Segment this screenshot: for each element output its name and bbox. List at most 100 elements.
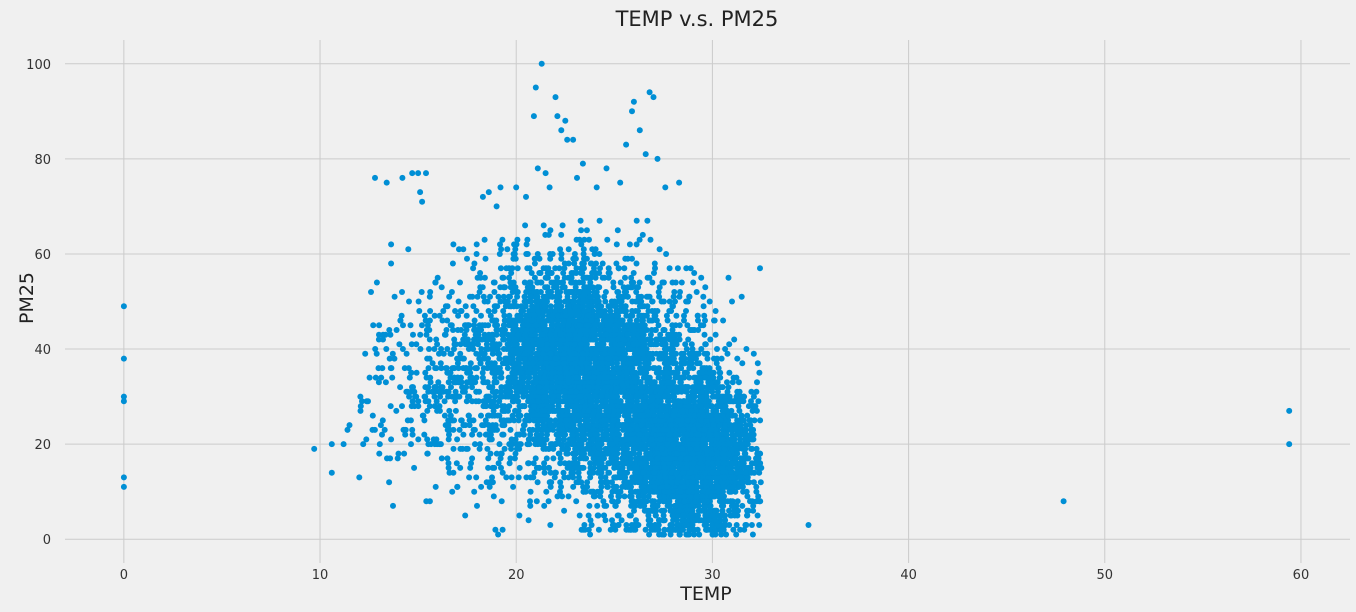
data-point bbox=[710, 460, 717, 467]
data-point bbox=[748, 426, 755, 433]
data-point bbox=[576, 512, 583, 519]
data-point bbox=[523, 241, 530, 248]
data-point bbox=[534, 479, 541, 486]
data-point bbox=[715, 488, 722, 495]
data-point bbox=[477, 270, 484, 276]
data-point bbox=[431, 346, 438, 352]
data-point bbox=[552, 293, 559, 300]
data-point bbox=[592, 298, 598, 305]
data-point bbox=[527, 431, 534, 438]
data-point bbox=[507, 384, 514, 391]
data-point bbox=[549, 251, 556, 257]
data-point bbox=[556, 265, 563, 272]
data-point bbox=[661, 526, 668, 533]
data-point bbox=[698, 507, 705, 514]
data-point bbox=[756, 460, 763, 467]
data-point bbox=[577, 422, 584, 429]
data-point bbox=[560, 469, 567, 476]
data-point bbox=[569, 441, 576, 448]
data-point bbox=[531, 274, 538, 281]
data-point bbox=[495, 350, 501, 357]
data-point bbox=[739, 441, 745, 448]
data-point bbox=[487, 312, 494, 319]
data-point bbox=[745, 464, 752, 471]
data-point bbox=[470, 265, 477, 272]
data-point bbox=[525, 460, 532, 467]
data-point bbox=[556, 341, 563, 348]
data-point bbox=[709, 522, 716, 528]
data-point bbox=[549, 341, 556, 348]
data-point bbox=[633, 217, 640, 224]
data-point bbox=[564, 336, 571, 343]
data-point bbox=[522, 331, 528, 338]
data-point bbox=[562, 298, 569, 305]
data-point bbox=[583, 227, 590, 234]
data-point bbox=[739, 479, 746, 486]
data-point bbox=[546, 417, 553, 424]
data-point bbox=[666, 298, 673, 305]
data-point bbox=[720, 412, 727, 419]
data-point bbox=[528, 355, 535, 362]
data-point bbox=[530, 436, 537, 443]
data-point bbox=[572, 279, 579, 286]
data-point bbox=[706, 431, 713, 438]
data-point bbox=[689, 507, 696, 514]
data-point bbox=[541, 303, 548, 310]
data-point bbox=[721, 422, 728, 429]
data-point bbox=[615, 265, 622, 272]
data-point bbox=[674, 498, 681, 505]
data-point bbox=[441, 412, 448, 419]
data-point bbox=[477, 360, 484, 367]
data-point bbox=[624, 469, 631, 476]
data-point bbox=[581, 284, 588, 291]
data-points bbox=[120, 60, 1293, 538]
data-point bbox=[683, 522, 690, 528]
data-point bbox=[698, 393, 705, 400]
data-point bbox=[487, 293, 493, 300]
data-point bbox=[489, 350, 496, 357]
data-point bbox=[646, 483, 653, 490]
data-point bbox=[685, 488, 692, 495]
data-point bbox=[540, 312, 547, 319]
data-point bbox=[537, 412, 543, 419]
data-point bbox=[712, 474, 718, 481]
data-point bbox=[573, 270, 580, 276]
data-point bbox=[694, 464, 701, 471]
data-point bbox=[520, 422, 527, 429]
data-point bbox=[532, 379, 539, 386]
data-point bbox=[689, 346, 696, 352]
data-point bbox=[719, 488, 726, 495]
data-point bbox=[691, 398, 698, 405]
data-point bbox=[587, 531, 594, 538]
data-point bbox=[750, 479, 757, 486]
data-point bbox=[686, 374, 693, 381]
data-point bbox=[647, 336, 654, 343]
data-point bbox=[541, 393, 548, 400]
data-point bbox=[720, 455, 727, 462]
data-point bbox=[528, 407, 535, 414]
data-point bbox=[620, 426, 626, 433]
data-point bbox=[509, 289, 516, 295]
data-point bbox=[726, 422, 733, 429]
data-point bbox=[605, 460, 612, 467]
data-point bbox=[745, 455, 752, 462]
data-point bbox=[555, 298, 562, 305]
data-point bbox=[487, 450, 494, 457]
data-point bbox=[543, 355, 550, 362]
data-point bbox=[698, 417, 705, 424]
data-point bbox=[737, 422, 744, 429]
data-point bbox=[750, 507, 757, 514]
data-point bbox=[728, 407, 735, 414]
data-point bbox=[599, 336, 606, 343]
data-point bbox=[680, 469, 686, 476]
data-point bbox=[726, 507, 733, 514]
data-point bbox=[580, 303, 587, 310]
data-point bbox=[500, 331, 507, 338]
data-point bbox=[458, 327, 465, 333]
data-point bbox=[671, 403, 678, 410]
data-point bbox=[479, 322, 486, 329]
data-point bbox=[531, 336, 538, 343]
data-point bbox=[748, 445, 755, 452]
data-point bbox=[541, 464, 547, 471]
data-point bbox=[636, 279, 643, 286]
